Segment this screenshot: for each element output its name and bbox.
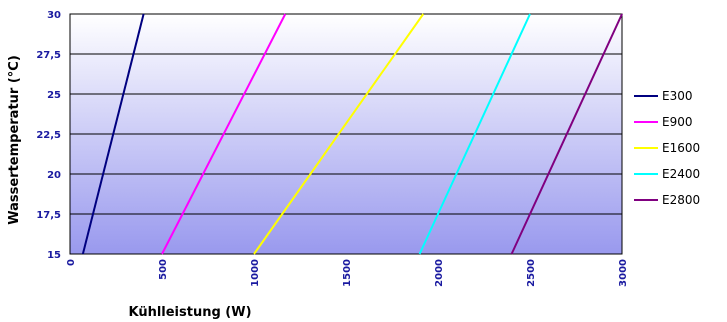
x-tick-label: 1000 bbox=[250, 259, 261, 287]
series-line-e900 bbox=[161, 13, 287, 255]
x-tick-label: 2500 bbox=[526, 259, 537, 287]
y-tick-label: 17,5 bbox=[36, 210, 61, 221]
y-tick-label: 20 bbox=[47, 170, 61, 181]
x-tick-label: 1500 bbox=[342, 259, 353, 287]
legend-label-e1600: E1600 bbox=[662, 141, 700, 155]
x-tick-label: 2000 bbox=[434, 259, 445, 287]
series-line-e2800 bbox=[510, 13, 623, 255]
x-tick-label: 3000 bbox=[618, 259, 629, 287]
y-tick-label: 25 bbox=[47, 90, 61, 101]
y-tick-label: 27,5 bbox=[36, 50, 61, 61]
y-tick-labels: 15 17,5 20 22,5 25 27,5 30 bbox=[36, 10, 61, 261]
series-layer bbox=[81, 13, 623, 255]
legend-label-e2800: E2800 bbox=[662, 193, 700, 207]
y-tick-label: 22,5 bbox=[36, 130, 61, 141]
y-tick-label: 15 bbox=[47, 250, 61, 261]
y-tick-label: 30 bbox=[47, 10, 61, 21]
y-axis-title: Wassertemperatur (°C) bbox=[7, 55, 22, 225]
x-tick-label: 0 bbox=[66, 259, 77, 266]
x-tick-label: 500 bbox=[158, 259, 169, 280]
series-line-e2400 bbox=[418, 13, 531, 255]
x-axis-title: Kühlleistung (W) bbox=[128, 305, 251, 320]
x-tick-labels: 0 500 1000 1500 2000 2500 3000 bbox=[66, 259, 629, 287]
series-line-e300 bbox=[81, 13, 145, 255]
legend: E300 E900 E1600 E2400 E2800 bbox=[634, 89, 700, 207]
legend-label-e900: E900 bbox=[662, 115, 693, 129]
legend-label-e2400: E2400 bbox=[662, 167, 700, 181]
legend-label-e300: E300 bbox=[662, 89, 693, 103]
series-line-e1600 bbox=[253, 13, 425, 255]
